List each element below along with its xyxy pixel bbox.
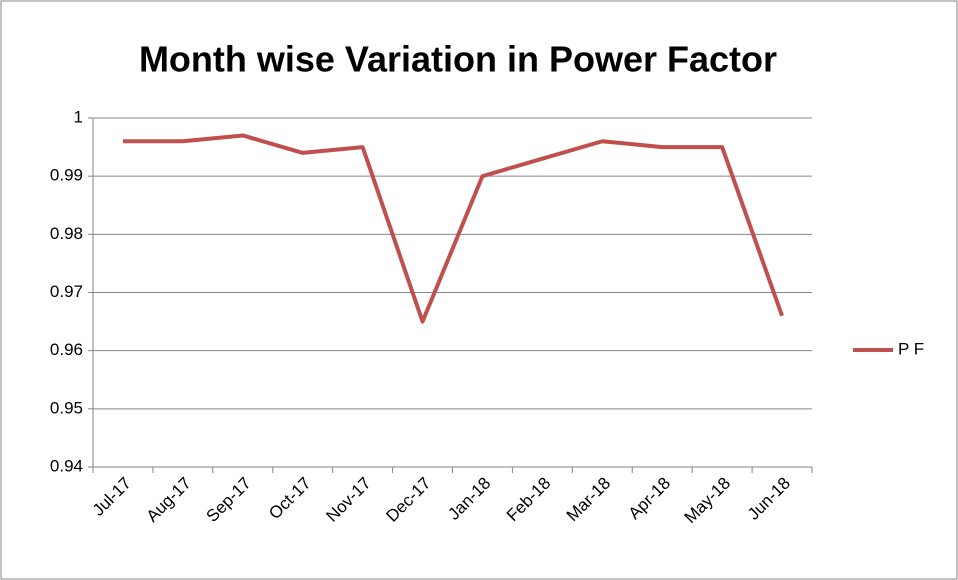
y-tick-label: 0.98 [50, 224, 83, 243]
legend-label: P F [898, 339, 924, 358]
y-tick-label: 1 [74, 107, 83, 126]
y-tick-label: 0.97 [50, 282, 83, 301]
series-line [122, 133, 784, 324]
y-tick-label: 0.95 [50, 398, 83, 417]
y-tick-label: 0.96 [50, 340, 83, 359]
chart-title: Month wise Variation in Power Factor [139, 39, 777, 80]
y-tick-label: 0.94 [50, 456, 83, 475]
y-tick-label: 0.99 [50, 166, 83, 185]
